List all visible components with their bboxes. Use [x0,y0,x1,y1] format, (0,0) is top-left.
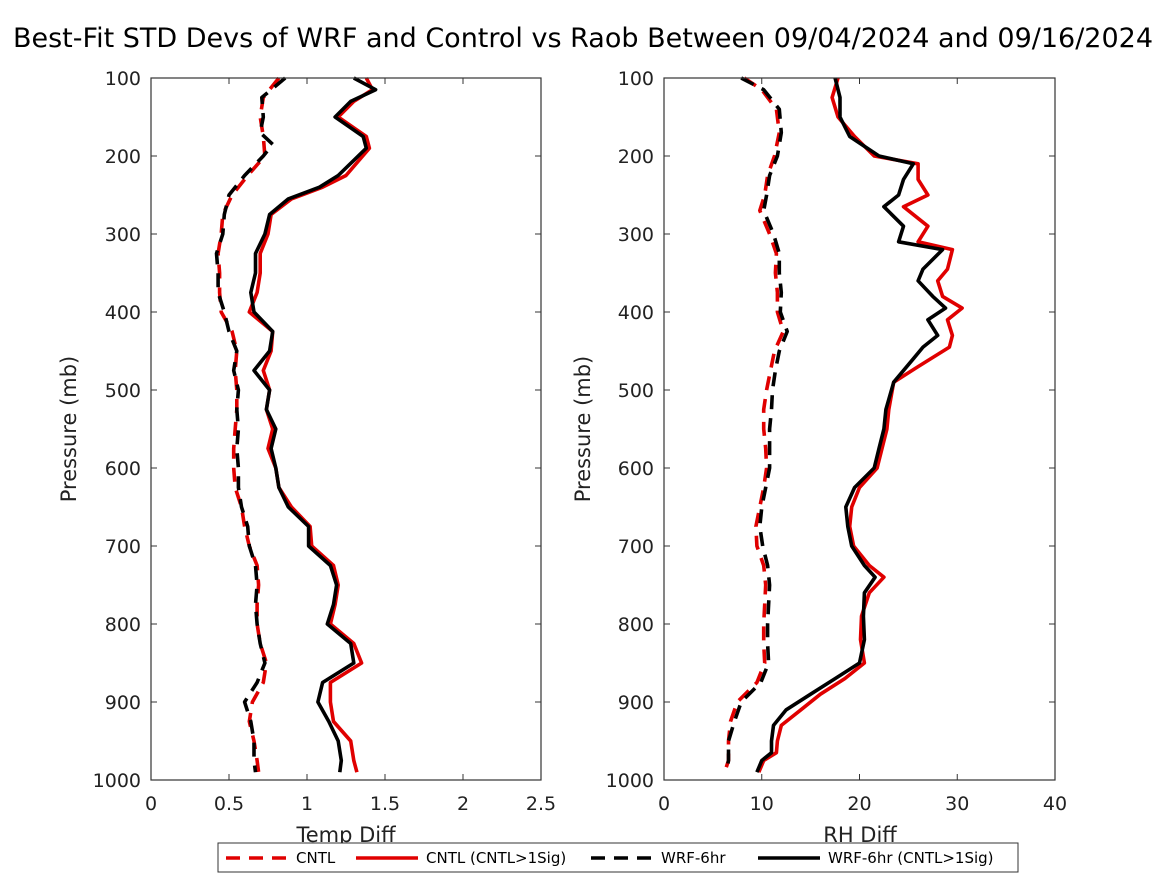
legend-label-1: CNTL (CNTL>1Sig) [426,849,566,867]
rh-diff-series-0 [722,76,786,773]
rh-diff-ytick-label: 700 [618,536,654,558]
rh-diff-xtick-label: 0 [658,793,670,815]
rh-diff-xtick-label: 30 [945,793,969,815]
rh-diff-x-ticks: 0 10 20 30 40 [658,78,1067,815]
temp-diff-ytick-label: 100 [105,68,141,90]
temp-diff-axes-box [150,77,542,781]
temp-diff-ylabel: Pressure (mb) [57,356,81,503]
temp-diff-xtick-label: 0.5 [214,793,244,815]
rh-diff-ytick-label: 200 [618,146,654,168]
rh-diff-ytick-label: 100 [618,68,654,90]
rh-diff-series-1 [757,77,964,773]
temp-diff-ytick-label: 400 [105,302,141,324]
rh-diff-plot: 0 10 20 30 40 100200300400500600700800900100… [571,68,1067,847]
legend-label-2: WRF-6hr [661,849,726,867]
rh-diff-ytick-label: 900 [618,692,654,714]
rh-diff-ytick-label: 1000 [606,770,654,792]
rh-diff-y-ticks: 100 200 300 400 500 600 700 800 900 1000 [606,68,1055,792]
temp-diff-plot: 0 0.5 1 1.5 2 2.5 100 200 300 400 500 600 700 800 900… [57,68,556,847]
temp-diff-ytick-label: 900 [105,692,141,714]
rh-diff-series-3 [755,77,948,773]
temp-diff-series-0 [216,76,281,773]
legend-label-3: WRF-6hr (CNTL>1Sig) [828,849,994,867]
rh-diff-ytick-label: 400 [618,302,654,324]
rh-diff-axes-box [663,77,1056,781]
legend-entries: CNTL CNTL (CNTL>1Sig) WRF-6hr WRF-6hr (CNTL… [226,849,994,867]
chart-title: Best-Fit STD Devs of WRF and Control vs … [13,23,1153,54]
temp-diff-ytick-label: 600 [105,458,141,480]
temp-diff-series [214,76,378,773]
temp-diff-series-2 [214,76,287,773]
legend-label-0: CNTL [296,849,336,867]
temp-diff-ytick-label: 200 [105,146,141,168]
temp-diff-x-ticks: 0 0.5 1 1.5 2 2.5 [145,78,556,815]
temp-diff-xtick-label: 1.5 [370,793,400,815]
rh-diff-ylabel: Pressure (mb) [571,356,595,503]
temp-diff-ytick-label: 800 [105,614,141,636]
temp-diff-xtick-label: 1 [301,793,313,815]
temp-diff-xtick-label: 2.5 [526,793,556,815]
temp-diff-xtick-label: 0 [145,793,157,815]
temp-diff-series-1 [247,77,375,773]
temp-diff-ytick-label: 700 [105,536,141,558]
rh-diff-series [722,76,964,773]
rh-diff-xtick-label: 10 [750,793,774,815]
temp-diff-xtick-label: 2 [457,793,469,815]
rh-diff-ytick-label: 800 [618,614,654,636]
temp-diff-ytick-label: 500 [105,380,141,402]
legend: CNTL CNTL (CNTL>1Sig) WRF-6hr WRF-6hr (CNTL… [217,842,1019,873]
rh-diff-xtick-label: 40 [1043,793,1067,815]
rh-diff-ytick-label: 500 [618,380,654,402]
temp-diff-y-ticks: 100 200 300 400 500 600 700 800 900 1000 [93,68,541,792]
temp-diff-ytick-label: 1000 [93,770,141,792]
rh-diff-series-2 [724,76,790,773]
rh-diff-ytick-label: 600 [618,458,654,480]
rh-diff-xtick-label: 20 [847,793,871,815]
rh-diff-ytick-label: 300 [618,224,654,246]
temp-diff-ytick-label: 300 [105,224,141,246]
temp-diff-series-3 [249,76,378,773]
